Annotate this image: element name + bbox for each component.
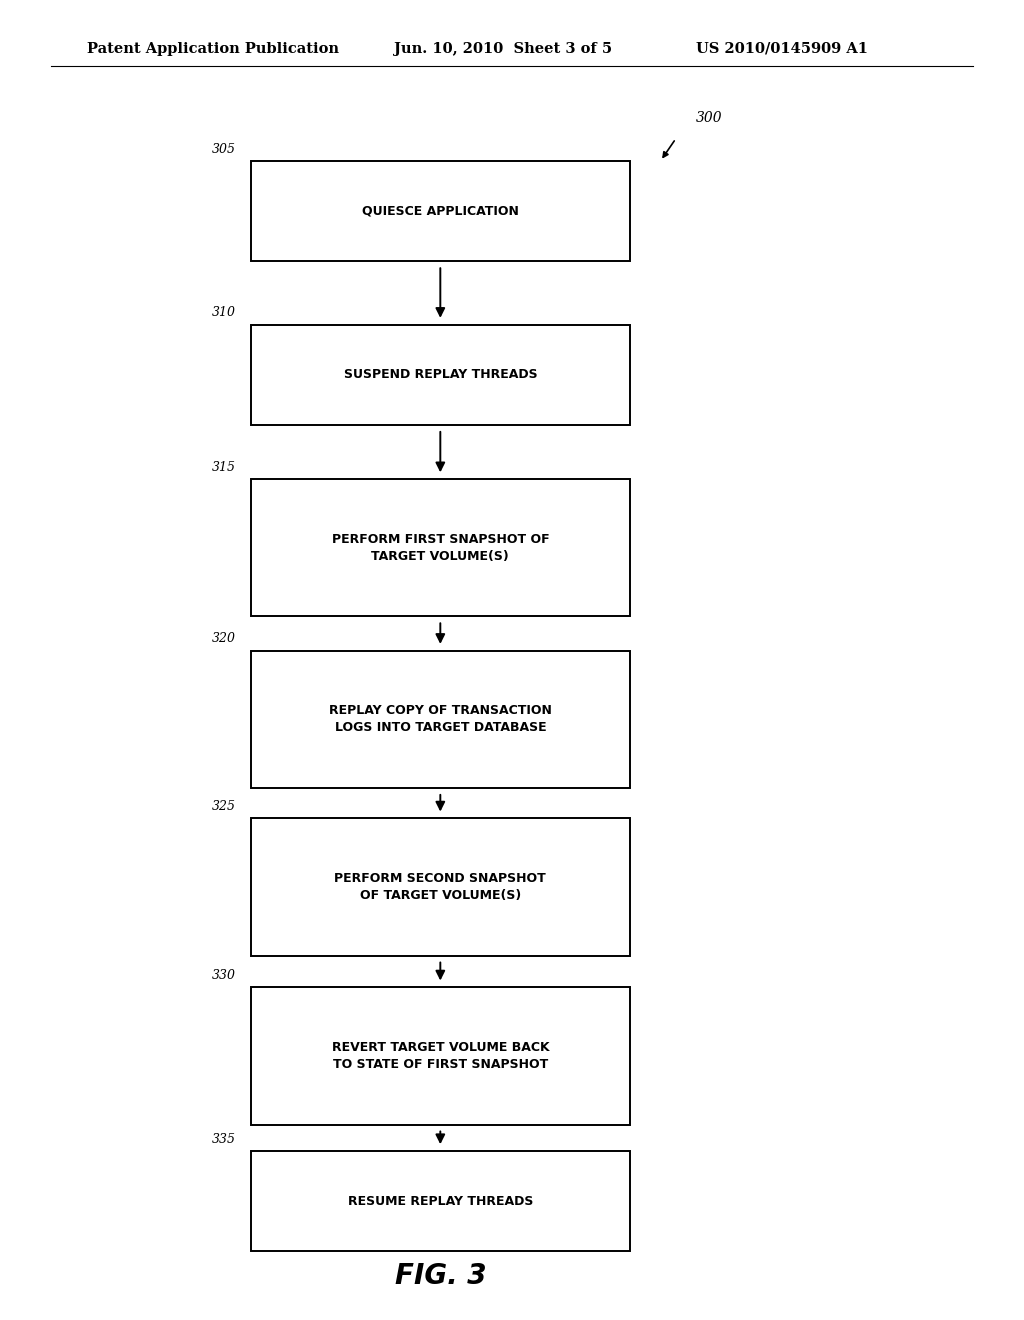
Bar xyxy=(251,987,630,1125)
Text: Jun. 10, 2010  Sheet 3 of 5: Jun. 10, 2010 Sheet 3 of 5 xyxy=(394,42,612,55)
Text: PERFORM SECOND SNAPSHOT
OF TARGET VOLUME(S): PERFORM SECOND SNAPSHOT OF TARGET VOLUME… xyxy=(335,873,546,902)
Bar xyxy=(251,325,630,425)
Text: RESUME REPLAY THREADS: RESUME REPLAY THREADS xyxy=(347,1195,534,1208)
Text: 315: 315 xyxy=(212,461,236,474)
Text: 305: 305 xyxy=(212,143,236,156)
Bar xyxy=(251,479,630,616)
Bar xyxy=(251,818,630,956)
Bar xyxy=(251,651,630,788)
Text: FIG. 3: FIG. 3 xyxy=(394,1262,486,1291)
Text: PERFORM FIRST SNAPSHOT OF
TARGET VOLUME(S): PERFORM FIRST SNAPSHOT OF TARGET VOLUME(… xyxy=(332,533,549,562)
Bar xyxy=(251,161,630,261)
Text: REPLAY COPY OF TRANSACTION
LOGS INTO TARGET DATABASE: REPLAY COPY OF TRANSACTION LOGS INTO TAR… xyxy=(329,705,552,734)
Text: 320: 320 xyxy=(212,632,236,645)
Text: 325: 325 xyxy=(212,800,236,813)
Bar xyxy=(251,1151,630,1251)
Text: 310: 310 xyxy=(212,306,236,319)
Text: SUSPEND REPLAY THREADS: SUSPEND REPLAY THREADS xyxy=(343,368,538,381)
Text: 300: 300 xyxy=(696,111,723,125)
Text: QUIESCE APPLICATION: QUIESCE APPLICATION xyxy=(361,205,519,218)
Text: 335: 335 xyxy=(212,1133,236,1146)
Text: REVERT TARGET VOLUME BACK
TO STATE OF FIRST SNAPSHOT: REVERT TARGET VOLUME BACK TO STATE OF FI… xyxy=(332,1041,549,1071)
Text: US 2010/0145909 A1: US 2010/0145909 A1 xyxy=(696,42,868,55)
Text: 330: 330 xyxy=(212,969,236,982)
Text: Patent Application Publication: Patent Application Publication xyxy=(87,42,339,55)
